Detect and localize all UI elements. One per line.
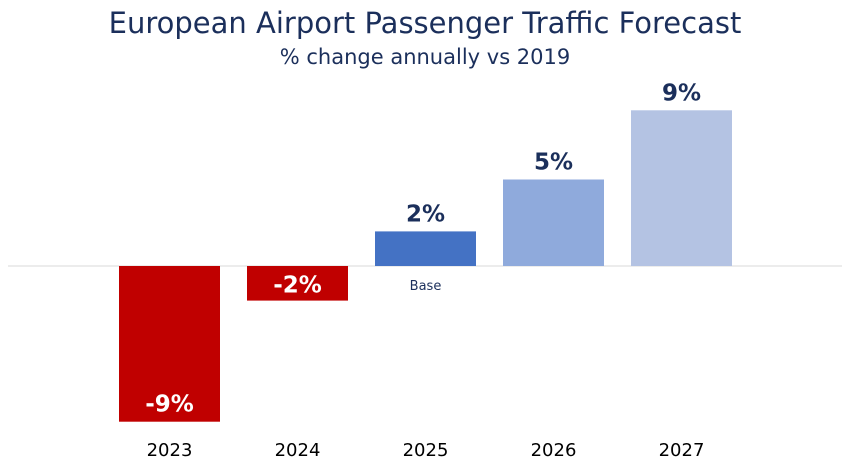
data-label-2025: 2% [406,201,445,227]
chart-subtitle: % change annually vs 2019 [279,45,571,69]
bar-2025 [375,231,476,266]
x-tick-label-2025: 2025 [403,440,449,461]
x-tick-label-2027: 2027 [659,440,705,461]
bar-2024 [247,266,348,301]
data-label-2026: 5% [534,150,573,176]
bar-2026 [503,179,604,266]
data-label-2023: -9% [145,392,194,418]
chart-title: European Airport Passenger Traffic Forec… [108,6,742,40]
x-tick-label-2026: 2026 [531,440,577,461]
data-label-2024: -2% [273,272,322,298]
bar-2023 [119,266,220,422]
annotation-2025: Base [410,279,442,294]
x-tick-label-2023: 2023 [147,440,193,461]
data-label-2027: 9% [662,80,701,106]
x-tick-label-2024: 2024 [275,440,321,461]
bar-2027 [631,110,732,266]
